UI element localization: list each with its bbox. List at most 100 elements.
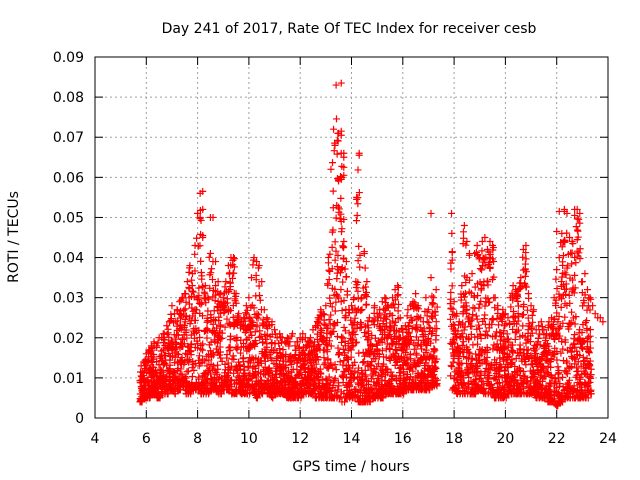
y-tick-label: 0.08 [53, 90, 84, 106]
data-point [334, 344, 342, 352]
data-point [462, 306, 470, 314]
data-point [191, 317, 199, 325]
data-point [460, 353, 468, 361]
data-point [473, 242, 481, 250]
data-point [433, 325, 441, 333]
data-point [475, 304, 483, 312]
data-point [408, 316, 416, 324]
data-point [186, 262, 194, 270]
data-point [431, 363, 439, 371]
data-point [223, 295, 231, 303]
data-point [491, 356, 499, 364]
data-point [336, 269, 344, 277]
data-point [332, 115, 340, 123]
data-point [449, 335, 457, 343]
data-point [188, 282, 196, 290]
data-point [212, 282, 220, 290]
chart-title: Day 241 of 2017, Rate Of TEC Index for r… [162, 21, 537, 37]
data-point [316, 365, 324, 373]
data-point [420, 325, 428, 333]
data-point [362, 283, 370, 291]
data-point [381, 294, 389, 302]
data-point [355, 189, 363, 197]
data-point [524, 306, 532, 314]
data-point [516, 345, 524, 353]
data-point [168, 302, 176, 310]
data-point [493, 340, 501, 348]
data-point [325, 337, 333, 345]
data-point [287, 361, 295, 369]
data-point [394, 282, 402, 290]
data-point [323, 348, 331, 356]
data-point [507, 303, 515, 311]
data-point [405, 329, 413, 337]
data-point [414, 302, 422, 310]
data-point [219, 294, 227, 302]
data-point [429, 300, 437, 308]
data-point [491, 332, 499, 340]
data-point [505, 383, 513, 391]
data-point [184, 367, 192, 375]
y-axis-label: ROTI / TECUs [6, 191, 22, 283]
data-point [273, 357, 281, 365]
data-point [485, 298, 493, 306]
data-point [338, 307, 346, 315]
data-point [406, 366, 414, 374]
data-point [207, 347, 215, 355]
data-point [457, 367, 465, 375]
data-point [502, 394, 510, 402]
data-point [472, 312, 480, 320]
data-point [215, 351, 223, 359]
data-point [361, 264, 369, 272]
data-point [255, 282, 263, 290]
data-point [354, 257, 362, 265]
data-point [226, 343, 234, 351]
data-point [251, 364, 259, 372]
data-point [387, 323, 395, 331]
data-point [352, 339, 360, 347]
data-point [173, 350, 181, 358]
data-point [409, 298, 417, 306]
data-point [478, 247, 486, 255]
data-point [174, 331, 182, 339]
data-point [409, 367, 417, 375]
data-point [335, 382, 343, 390]
data-point [204, 326, 212, 334]
data-point [488, 320, 496, 328]
data-point [366, 398, 374, 406]
data-point [524, 290, 532, 298]
data-point [481, 302, 489, 310]
data-point [173, 306, 181, 314]
data-point [331, 307, 339, 315]
data-point [260, 306, 268, 314]
data-point [584, 333, 592, 341]
data-point [385, 344, 393, 352]
data-point [328, 303, 336, 311]
data-point [446, 300, 454, 308]
data-point [289, 330, 297, 338]
data-point [453, 310, 461, 318]
data-point [394, 307, 402, 315]
data-point [156, 394, 164, 402]
data-point [581, 270, 589, 278]
data-point [354, 388, 362, 396]
data-point [205, 295, 213, 303]
data-point [467, 317, 475, 325]
data-point [491, 294, 499, 302]
data-point [334, 318, 342, 326]
data-point [266, 351, 274, 359]
data-point [324, 324, 332, 332]
data-point [273, 367, 281, 375]
data-point [399, 369, 407, 377]
data-point [426, 367, 434, 375]
data-point [571, 320, 579, 328]
data-point [430, 294, 438, 302]
data-point [403, 345, 411, 353]
data-point [489, 315, 497, 323]
data-point [183, 368, 191, 376]
data-point [334, 137, 342, 145]
data-point [347, 346, 355, 354]
data-point [478, 266, 486, 274]
data-point [489, 255, 497, 263]
data-point [459, 290, 467, 298]
